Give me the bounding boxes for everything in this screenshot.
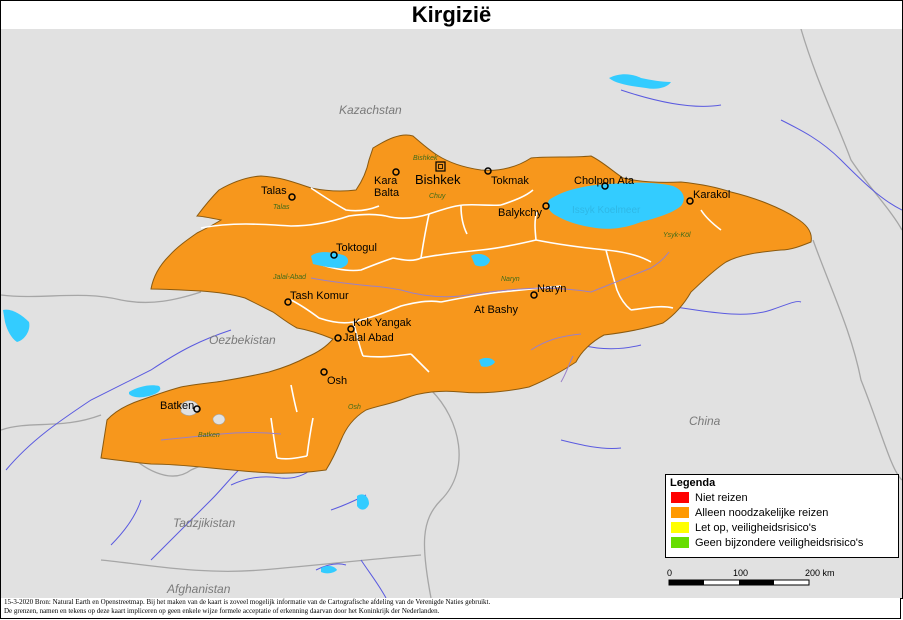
city-dot-jalal-abad: [334, 334, 342, 342]
chatyr-kul-lake: [479, 357, 495, 367]
label-naryn: Naryn: [537, 283, 566, 295]
city-dot-naryn: [530, 291, 538, 299]
label-at-bashy: At Bashy: [474, 304, 519, 316]
legend-swatch-green: [671, 537, 689, 548]
region-talas: Talas: [273, 204, 290, 211]
legend-title: Legenda: [670, 477, 716, 489]
label-osh: Osh: [327, 375, 347, 387]
label-cholpon-ata: Cholpon Ata: [574, 175, 635, 187]
city-markers: [193, 167, 694, 413]
label-balykchy: Balykchy: [498, 207, 543, 219]
city-dot-kok-yangak: [347, 325, 355, 333]
enclave: [180, 400, 200, 416]
region-batken: Batken: [198, 432, 220, 439]
footer-line1: 15-3-2020 Bron: Natural Earth en Openstr…: [4, 598, 491, 606]
footer-line2: De grenzen, namen en tekens op deze kaar…: [4, 607, 440, 615]
scale-bar: 0 100 200 km: [667, 568, 835, 586]
region-ysyk-kol: Ysyk-Köl: [663, 232, 691, 239]
lake-afghanistan: [321, 565, 337, 574]
lake-south: [357, 494, 369, 510]
label-jalal-abad: Jalal Abad: [343, 332, 394, 344]
international-borders: [1, 29, 902, 598]
scale-seg: [669, 580, 704, 585]
enclave: [212, 414, 226, 425]
legend-swatch-red: [671, 492, 689, 503]
legend-label: Niet reizen: [695, 491, 748, 504]
label-kazakhstan: Kazachstan: [339, 103, 402, 117]
regional-borders: [200, 187, 722, 460]
capital-marker[interactable]: [435, 161, 446, 172]
inner-rivers: [160, 251, 670, 441]
capital-marker-inner: [438, 164, 443, 169]
region-bishkek: Bishkek: [413, 155, 438, 162]
lake-north: [609, 74, 671, 89]
legend-item-noodzakelijk: Alleen noodzakelijke reizen: [671, 505, 898, 520]
label-tajikistan: Tadzjikistan: [173, 516, 236, 530]
label-karakol: Karakol: [693, 189, 730, 201]
map-canvas[interactable]: Kazachstan Oezbekistan Tadzjikistan Afgh…: [1, 29, 902, 598]
toktogul-reservoir: [311, 252, 349, 268]
map-title: Kirgizië: [411, 2, 492, 27]
legend-label: Alleen noodzakelijke reizen: [695, 506, 829, 519]
label-china: China: [689, 414, 721, 428]
legend-item-let-op: Let op, veiligheidsrisico's: [671, 520, 898, 535]
label-kok-yangak: Kok Yangak: [353, 317, 412, 329]
label-tokmak: Tokmak: [491, 175, 529, 187]
city-dot-karakol: [686, 197, 694, 205]
map-title-bar: Kirgizië: [0, 0, 903, 30]
label-tash-komur: Tash Komur: [290, 290, 349, 302]
map-frame[interactable]: Kazachstan Oezbekistan Tadzjikistan Afgh…: [0, 29, 903, 599]
scale-seg: [739, 580, 774, 585]
label-bishkek: Bishkek: [415, 172, 461, 187]
region-naryn: Naryn: [501, 276, 520, 283]
city-dot-cholpon-ata: [601, 182, 609, 190]
region-osh: Osh: [348, 404, 361, 411]
lakes: [3, 74, 684, 574]
legend: Legenda Niet reizen Alleen noodzakelijke…: [665, 474, 899, 558]
lake-far-west: [3, 309, 30, 342]
region-jalal-abad: Jalal-Abad: [272, 274, 307, 281]
label-talas: Talas: [261, 185, 287, 197]
legend-item-geen-risico: Geen bijzondere veiligheidsrisico's: [671, 535, 898, 550]
label-afghanistan: Afghanistan: [166, 582, 231, 596]
city-dot-toktogul: [330, 251, 338, 259]
region-chuy: Chuy: [429, 193, 446, 200]
son-kul-lake: [471, 253, 490, 267]
city-dot-talas: [288, 193, 296, 201]
city-dot-balykchy: [542, 202, 550, 210]
legend-label: Let op, veiligheidsrisico's: [695, 521, 817, 534]
city-dot-tokmak: [484, 167, 492, 175]
label-kara-balta: Kara Balta: [374, 175, 400, 199]
legend-item-niet-reizen: Niet reizen: [671, 490, 898, 505]
city-dot-batken: [193, 405, 201, 413]
label-issyk-kul: Issyk Koelmeer: [572, 205, 641, 216]
scale-tick-100: 100: [733, 568, 748, 578]
legend-label: Geen bijzondere veiligheidsrisico's: [695, 536, 864, 549]
city-dot-tash-komur: [284, 298, 292, 306]
legend-swatch-yellow: [671, 522, 689, 533]
label-uzbekistan: Oezbekistan: [209, 333, 276, 347]
label-batken: Batken: [160, 400, 194, 412]
label-kara-balta-l2: Balta: [374, 187, 400, 199]
scale-tick-200: 200 km: [805, 568, 835, 578]
city-dot-osh: [320, 368, 328, 376]
lake-west: [129, 385, 161, 398]
label-toktogul: Toktogul: [336, 242, 377, 254]
issyk-kul-lake: [547, 182, 684, 229]
scale-tick-0: 0: [667, 568, 672, 578]
legend-swatch-orange: [671, 507, 689, 518]
city-dot-kara-balta: [392, 168, 400, 176]
footer: 15-3-2020 Bron: Natural Earth en Openstr…: [0, 598, 901, 619]
label-kara-balta-l1: Kara: [374, 175, 398, 187]
